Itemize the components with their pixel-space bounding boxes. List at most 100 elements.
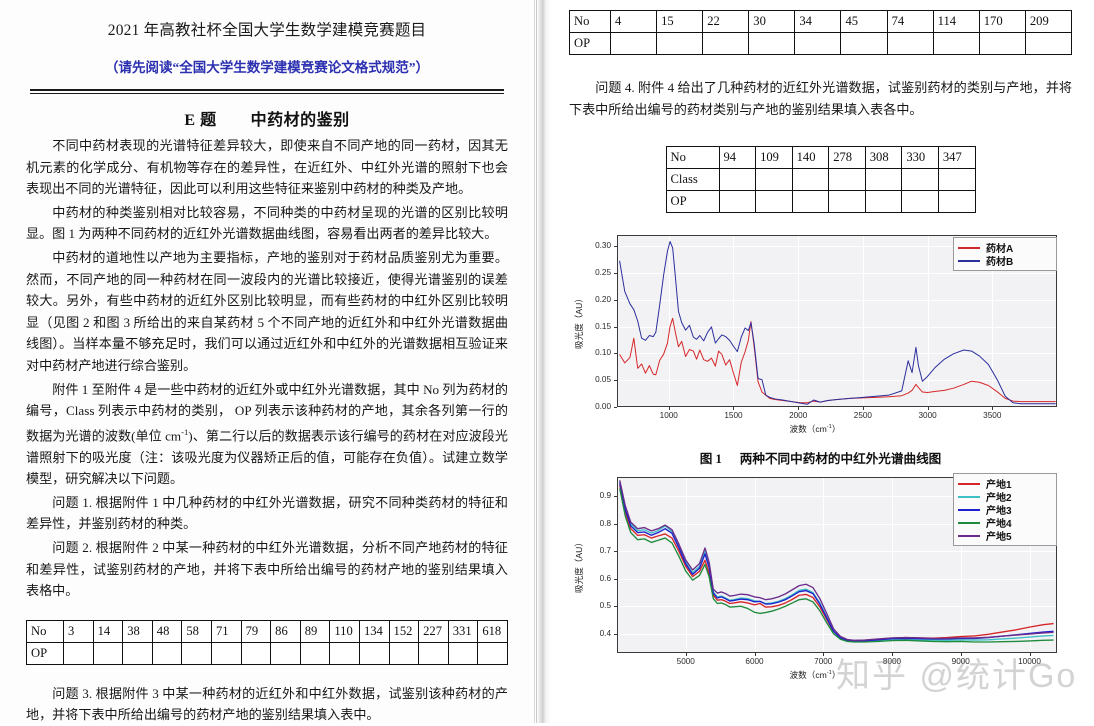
x-gridline bbox=[668, 235, 670, 408]
y-gridline bbox=[617, 496, 1057, 498]
table-cell-input[interactable] bbox=[299, 641, 331, 665]
legend-item[interactable]: 产地2 bbox=[958, 490, 1050, 504]
legend-item[interactable]: 产地1 bbox=[958, 477, 1050, 491]
table-cell-input[interactable] bbox=[240, 641, 272, 665]
table-cell-input[interactable] bbox=[477, 641, 508, 665]
table-cell-input[interactable] bbox=[791, 190, 830, 214]
table-cell: 330 bbox=[901, 146, 939, 170]
figure-1-text: 两种不同中药材的中红外光谱曲线图 bbox=[739, 452, 942, 467]
table-cell-input[interactable] bbox=[418, 641, 449, 665]
table-cell-input[interactable] bbox=[1024, 32, 1073, 55]
table-cell: 209 bbox=[1024, 10, 1073, 33]
y-gridline bbox=[617, 380, 1057, 382]
table-cell-input[interactable] bbox=[388, 641, 420, 665]
table-cell: 3 bbox=[63, 619, 94, 643]
legend-item[interactable]: 产地4 bbox=[958, 516, 1050, 530]
x-gridline bbox=[992, 235, 994, 408]
y-gridline bbox=[617, 606, 1057, 608]
table-cell: 227 bbox=[418, 619, 449, 643]
problem-name: 中药材的鉴别 bbox=[250, 112, 350, 129]
x-gridline bbox=[754, 477, 756, 654]
table-cell-input[interactable] bbox=[63, 641, 94, 665]
table-cell-input[interactable] bbox=[656, 32, 704, 55]
table-cell: 30 bbox=[748, 10, 796, 33]
table-cell-input[interactable] bbox=[978, 32, 1026, 55]
table-cell-input[interactable] bbox=[828, 190, 866, 214]
table-cell-input[interactable] bbox=[901, 190, 939, 214]
x-tickmark bbox=[685, 653, 687, 657]
table-cell-input[interactable] bbox=[210, 641, 242, 665]
y-gridline bbox=[617, 578, 1057, 580]
right-column: No 4 15 22 30 34 45 74 114 170 209 OP bbox=[551, 0, 1094, 723]
chart-mid-infrared-two-herbs: 0.00 0.05 0.10 0.15 0.20 0.25 0.30 1000 1500 2000… bbox=[565, 227, 1065, 446]
row-header-no: No bbox=[569, 10, 611, 33]
x-tickmark bbox=[1029, 653, 1031, 657]
legend-item[interactable]: 产地5 bbox=[958, 529, 1050, 543]
x-tickmark bbox=[927, 407, 929, 411]
table-cell: 4 bbox=[609, 10, 658, 33]
x-tickmark bbox=[892, 653, 893, 657]
table-cell-input[interactable] bbox=[609, 32, 658, 55]
y-axis-tick-label: 0.00 bbox=[595, 402, 611, 412]
table-cell-input[interactable] bbox=[702, 32, 750, 55]
x-gridline bbox=[892, 477, 893, 654]
x-axis-tick-label: 2500 bbox=[853, 411, 872, 421]
table-cell-input[interactable] bbox=[718, 168, 757, 192]
table-cell-input[interactable] bbox=[122, 641, 153, 665]
answer-table-problem-3: No 4 15 22 30 34 45 74 114 170 209 OP bbox=[569, 10, 1073, 55]
table-cell: 278 bbox=[828, 146, 866, 170]
y-tickmark bbox=[614, 606, 617, 608]
x-gridline bbox=[823, 477, 825, 654]
question-1: 问题 1. 根据附件 1 中几种药材的中红外光谱数据，研究不同种类药材的特征和差… bbox=[26, 494, 508, 532]
table-cell-input[interactable] bbox=[840, 32, 888, 55]
table-cell-input[interactable] bbox=[828, 168, 866, 192]
question-2: 问题 2. 根据附件 2 中某一种药材的中红外光谱数据，分析不同产地药材的特征和… bbox=[26, 540, 508, 599]
x-gridline bbox=[733, 235, 735, 408]
question-3: 问题 3. 根据附件 3 中某一种药材的近红外和中红外数据，试鉴别该种药材的产地… bbox=[26, 685, 508, 723]
table-cell-input[interactable] bbox=[932, 32, 980, 55]
table-cell-input[interactable] bbox=[864, 190, 903, 214]
table-cell-input[interactable] bbox=[755, 190, 793, 214]
x-gridline bbox=[960, 477, 962, 654]
chart-series-layer bbox=[619, 241, 1056, 405]
legend-color-swatch bbox=[958, 534, 980, 537]
table-cell-input[interactable] bbox=[718, 190, 757, 214]
table-cell-input[interactable] bbox=[151, 641, 183, 665]
table-cell-input[interactable] bbox=[794, 32, 842, 55]
chart-legend[interactable]: 药材A 药材B bbox=[953, 237, 1057, 272]
table-cell-input[interactable] bbox=[864, 168, 903, 192]
legend-item[interactable]: 药材B bbox=[958, 254, 1050, 268]
table-row: OP bbox=[665, 190, 976, 214]
table-cell-input[interactable] bbox=[181, 641, 212, 665]
paragraph-4-part-a: 附件 1 至附件 4 是一些中药材的近红外或中红外光谱数据，其中 No 列为药材… bbox=[26, 381, 508, 444]
table-cell-input[interactable] bbox=[937, 168, 976, 192]
table-cell-input[interactable] bbox=[270, 641, 301, 665]
table-cell-input[interactable] bbox=[901, 168, 939, 192]
table-cell: 331 bbox=[447, 619, 479, 643]
table-cell: 152 bbox=[388, 619, 420, 643]
x-tickmark bbox=[992, 407, 994, 411]
row-header-class: Class bbox=[665, 168, 720, 192]
table-cell: 14 bbox=[92, 619, 124, 643]
table-cell-input[interactable] bbox=[937, 190, 976, 214]
table-cell-input[interactable] bbox=[748, 32, 796, 55]
y-gridline bbox=[617, 326, 1057, 328]
legend-item[interactable]: 药材A bbox=[958, 241, 1050, 255]
legend-color-swatch bbox=[958, 259, 980, 262]
series-line bbox=[619, 317, 1056, 404]
chart-legend[interactable]: 产地1 产地2 产地3 产地4 产地5 bbox=[953, 473, 1057, 547]
y-axis-tick-label: 0.6 bbox=[599, 573, 611, 583]
table-cell-input[interactable] bbox=[92, 641, 124, 665]
table-cell-input[interactable] bbox=[755, 168, 793, 192]
answer-table-problem-4: No 94 109 140 278 308 330 347 Class bbox=[665, 146, 976, 214]
legend-item[interactable]: 产地3 bbox=[958, 503, 1050, 517]
x-axis-title: 波数（cm-1） bbox=[789, 670, 841, 681]
table-cell-input[interactable] bbox=[886, 32, 934, 55]
y-gridline bbox=[617, 353, 1057, 355]
y-tickmark bbox=[614, 551, 617, 553]
paragraph-4-part-b: )、第二行以后的数据表示该行编号的药材在对应波段光谱照射下的吸光度（注：该吸光度… bbox=[26, 428, 508, 487]
table-cell-input[interactable] bbox=[358, 641, 390, 665]
table-cell-input[interactable] bbox=[447, 641, 479, 665]
table-cell-input[interactable] bbox=[329, 641, 360, 665]
table-cell-input[interactable] bbox=[791, 168, 830, 192]
